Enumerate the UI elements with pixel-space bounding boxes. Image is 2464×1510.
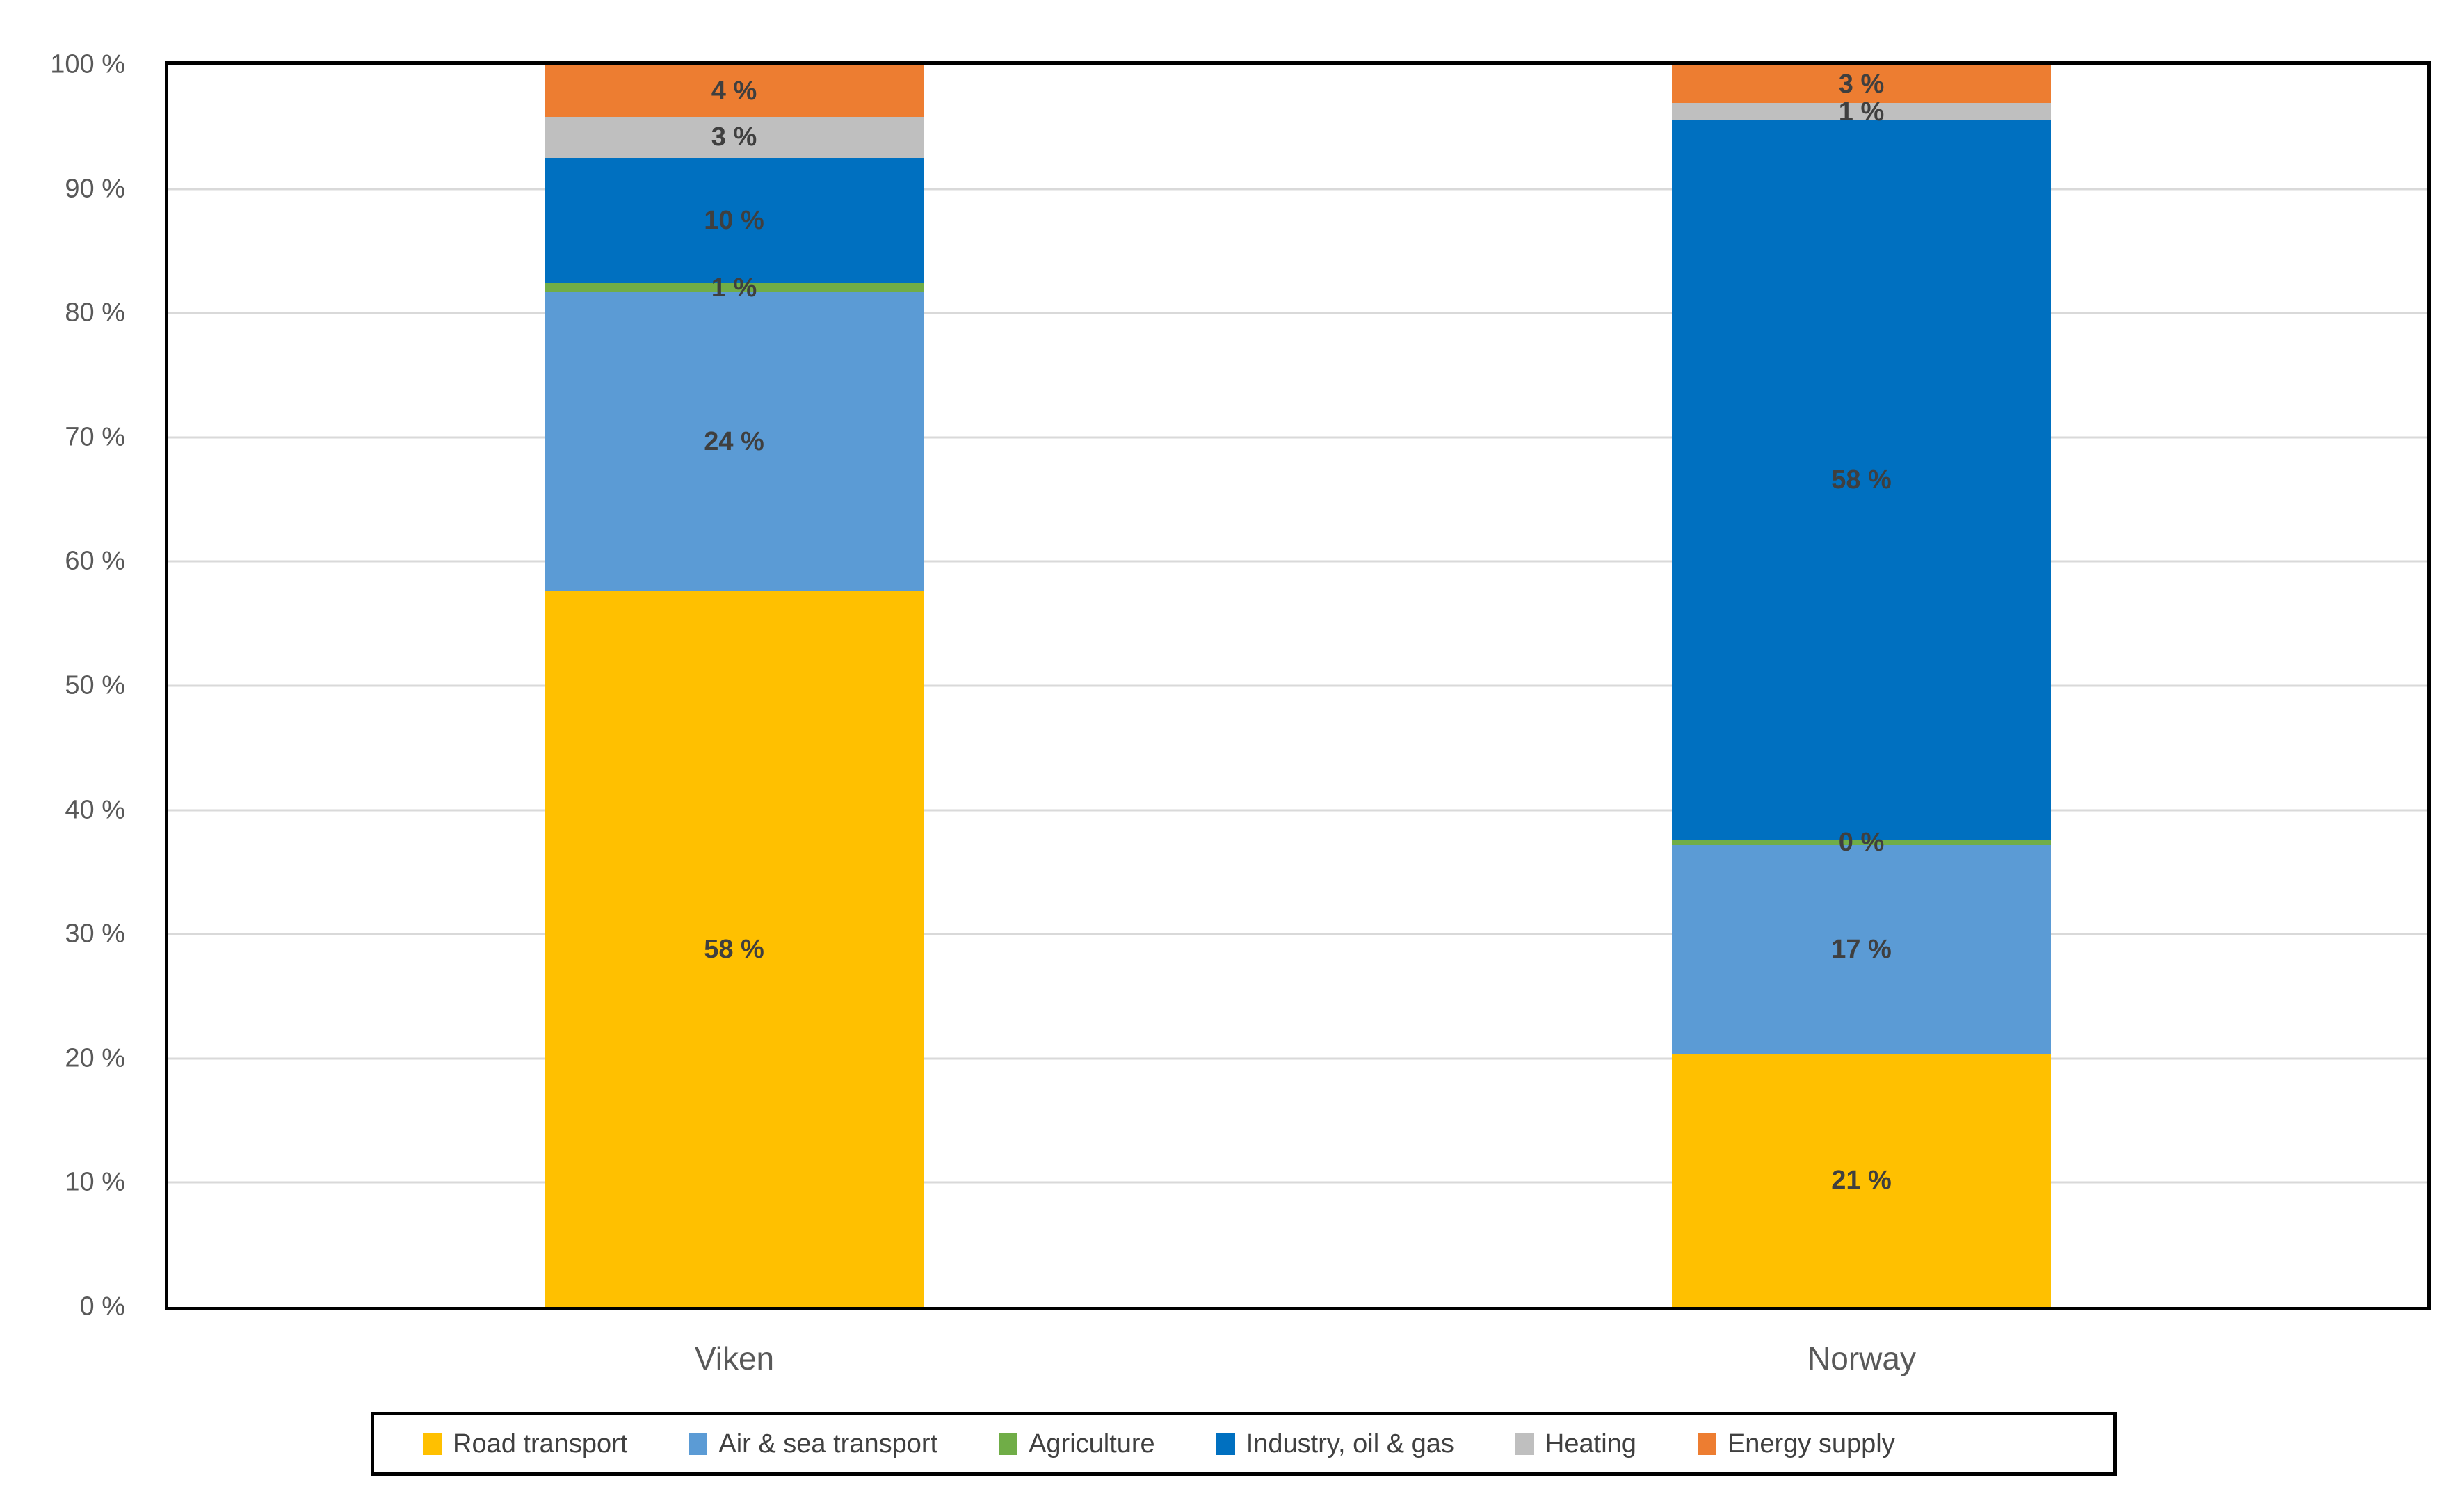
y-tick-label: 70 %: [65, 422, 125, 452]
legend-swatch-icon: [999, 1433, 1018, 1455]
legend-swatch-icon: [1216, 1433, 1235, 1455]
legend-item-heating: Heating: [1515, 1429, 1636, 1459]
bar-segment-norway-air-sea-transport: 17 %: [1672, 844, 2051, 1054]
bar-segment-viken-air-sea-transport: 24 %: [545, 291, 924, 592]
data-label: 21 %: [1831, 1165, 1892, 1195]
legend-label: Road transport: [453, 1429, 628, 1459]
legend-item-air-sea-transport: Air & sea transport: [689, 1429, 937, 1459]
data-label: 3 %: [711, 122, 757, 152]
y-axis-tick-labels: 0 % 10 % 20 % 30 % 40 % 50 % 60 % 70 % 80 % 90 % 1…: [0, 50, 125, 1322]
gridline: [168, 312, 2427, 314]
y-tick-label: 80 %: [65, 298, 125, 328]
data-label: 0 %: [1838, 828, 1885, 858]
category-label-norway: Norway: [1807, 1340, 1916, 1376]
legend-item-energy-supply: Energy supply: [1697, 1429, 1895, 1459]
bar-segment-norway-heating: 1 %: [1672, 99, 2051, 125]
bar-segment-norway-industry-oil-gas: 58 %: [1672, 120, 2051, 840]
data-label: 58 %: [704, 934, 764, 964]
y-tick-label: 10 %: [65, 1167, 125, 1197]
data-label: 10 %: [704, 206, 764, 236]
legend-swatch-icon: [1697, 1433, 1716, 1455]
legend-swatch-icon: [1515, 1433, 1534, 1455]
bar-viken: 4 % 3 % 10 % 1 % 24 % 58 %: [545, 65, 924, 1307]
bar-segment-viken-road-transport: 58 %: [545, 591, 924, 1307]
legend-item-agriculture: Agriculture: [999, 1429, 1155, 1459]
legend-label: Air & sea transport: [718, 1429, 938, 1459]
bar-segment-viken-agriculture: 1 %: [545, 275, 924, 301]
data-label: 17 %: [1831, 934, 1892, 964]
legend-swatch-icon: [689, 1433, 708, 1455]
bar-segment-viken-energy-supply: 4 %: [545, 65, 924, 117]
bar-norway: 3 % 1 % 58 % 0 % 17 % 21 %: [1672, 65, 2051, 1307]
legend-label: Industry, oil & gas: [1246, 1429, 1454, 1459]
legend: Road transport Air & sea transport Agricul…: [371, 1412, 2117, 1476]
y-tick-label: 20 %: [65, 1043, 125, 1073]
bar-segment-norway-energy-supply: 3 %: [1672, 65, 2051, 104]
gridline: [168, 188, 2427, 191]
data-label: 4 %: [711, 76, 757, 106]
bar-segment-viken-industry-oil-gas: 10 %: [545, 157, 924, 284]
legend-label: Agriculture: [1029, 1429, 1155, 1459]
legend-label: Heating: [1545, 1429, 1636, 1459]
y-tick-label: 50 %: [65, 670, 125, 700]
data-label: 1 %: [1838, 97, 1885, 127]
data-label: 1 %: [711, 273, 757, 303]
gridline: [168, 560, 2427, 563]
gridline: [168, 809, 2427, 812]
bar-segment-viken-heating: 3 %: [545, 117, 924, 158]
bar-segment-norway-agriculture: 0 %: [1672, 829, 2051, 856]
gridline: [168, 684, 2427, 687]
gridline: [168, 1181, 2427, 1184]
data-label: 24 %: [704, 427, 764, 457]
data-label: 3 %: [1838, 69, 1885, 99]
y-tick-label: 40 %: [65, 795, 125, 825]
legend-label: Energy supply: [1727, 1429, 1895, 1459]
y-tick-label: 60 %: [65, 546, 125, 576]
gridline: [168, 933, 2427, 935]
gridline: [168, 436, 2427, 439]
plot-area: 4 % 3 % 10 % 1 % 24 % 58 % 3 % 1 % 58 % 0 % 17 % 21…: [165, 61, 2431, 1310]
gridline: [168, 1057, 2427, 1060]
bar-segment-norway-road-transport: 21 %: [1672, 1053, 2051, 1307]
y-tick-label: 100 %: [50, 49, 125, 79]
legend-swatch-icon: [423, 1433, 442, 1455]
y-tick-label: 0 %: [79, 1292, 125, 1322]
y-tick-label: 90 %: [65, 174, 125, 204]
legend-item-road-transport: Road transport: [423, 1429, 627, 1459]
legend-item-industry-oil-gas: Industry, oil & gas: [1216, 1429, 1454, 1459]
data-label: 58 %: [1831, 465, 1892, 495]
y-tick-label: 30 %: [65, 919, 125, 949]
category-label-viken: Viken: [694, 1340, 775, 1376]
